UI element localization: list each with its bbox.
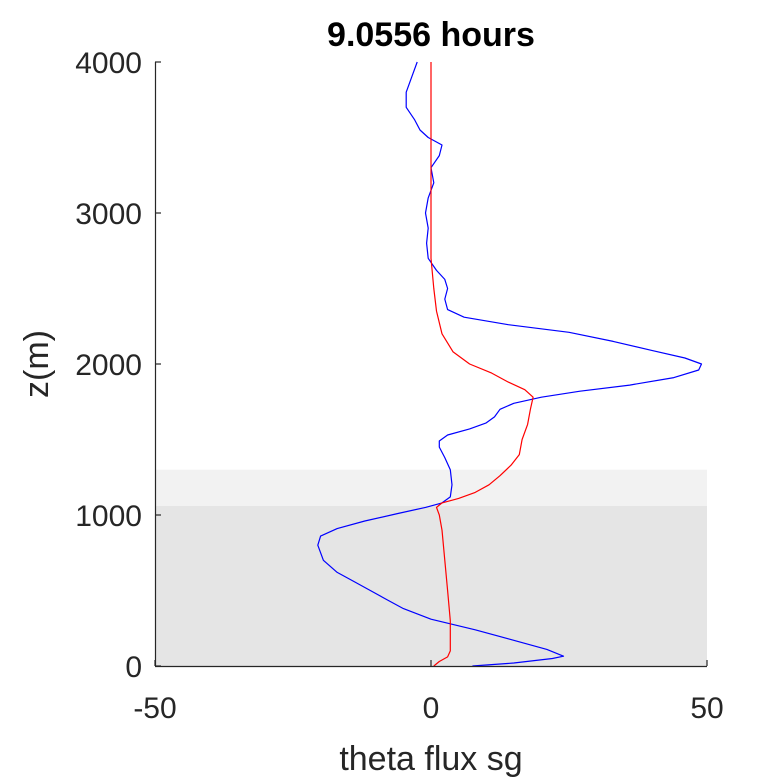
series-layer (317, 61, 703, 667)
shaded-region-1 (155, 469, 707, 506)
shaded-regions (155, 469, 707, 666)
x-axis-label: theta flux sg (339, 740, 522, 778)
series-line-1 (430, 62, 534, 667)
x-tick-label: 0 (423, 692, 440, 725)
y-tick-label: 4000 (75, 47, 142, 80)
y-ticks: 0 1000 2000 3000 4000 (75, 47, 161, 684)
y-tick-label: 0 (125, 651, 142, 684)
series-line-0 (317, 61, 703, 667)
x-ticks: -50 0 50 (133, 660, 724, 725)
y-tick-label: 1000 (75, 500, 142, 533)
y-axis-label: z(m) (18, 330, 56, 398)
x-tick-label: 50 (690, 692, 723, 725)
chart-title: 9.0556 hours (327, 16, 535, 54)
y-tick-label: 3000 (75, 198, 142, 231)
x-tick-label: -50 (133, 692, 176, 725)
shaded-region-0 (155, 505, 707, 666)
y-tick-label: 2000 (75, 349, 142, 382)
